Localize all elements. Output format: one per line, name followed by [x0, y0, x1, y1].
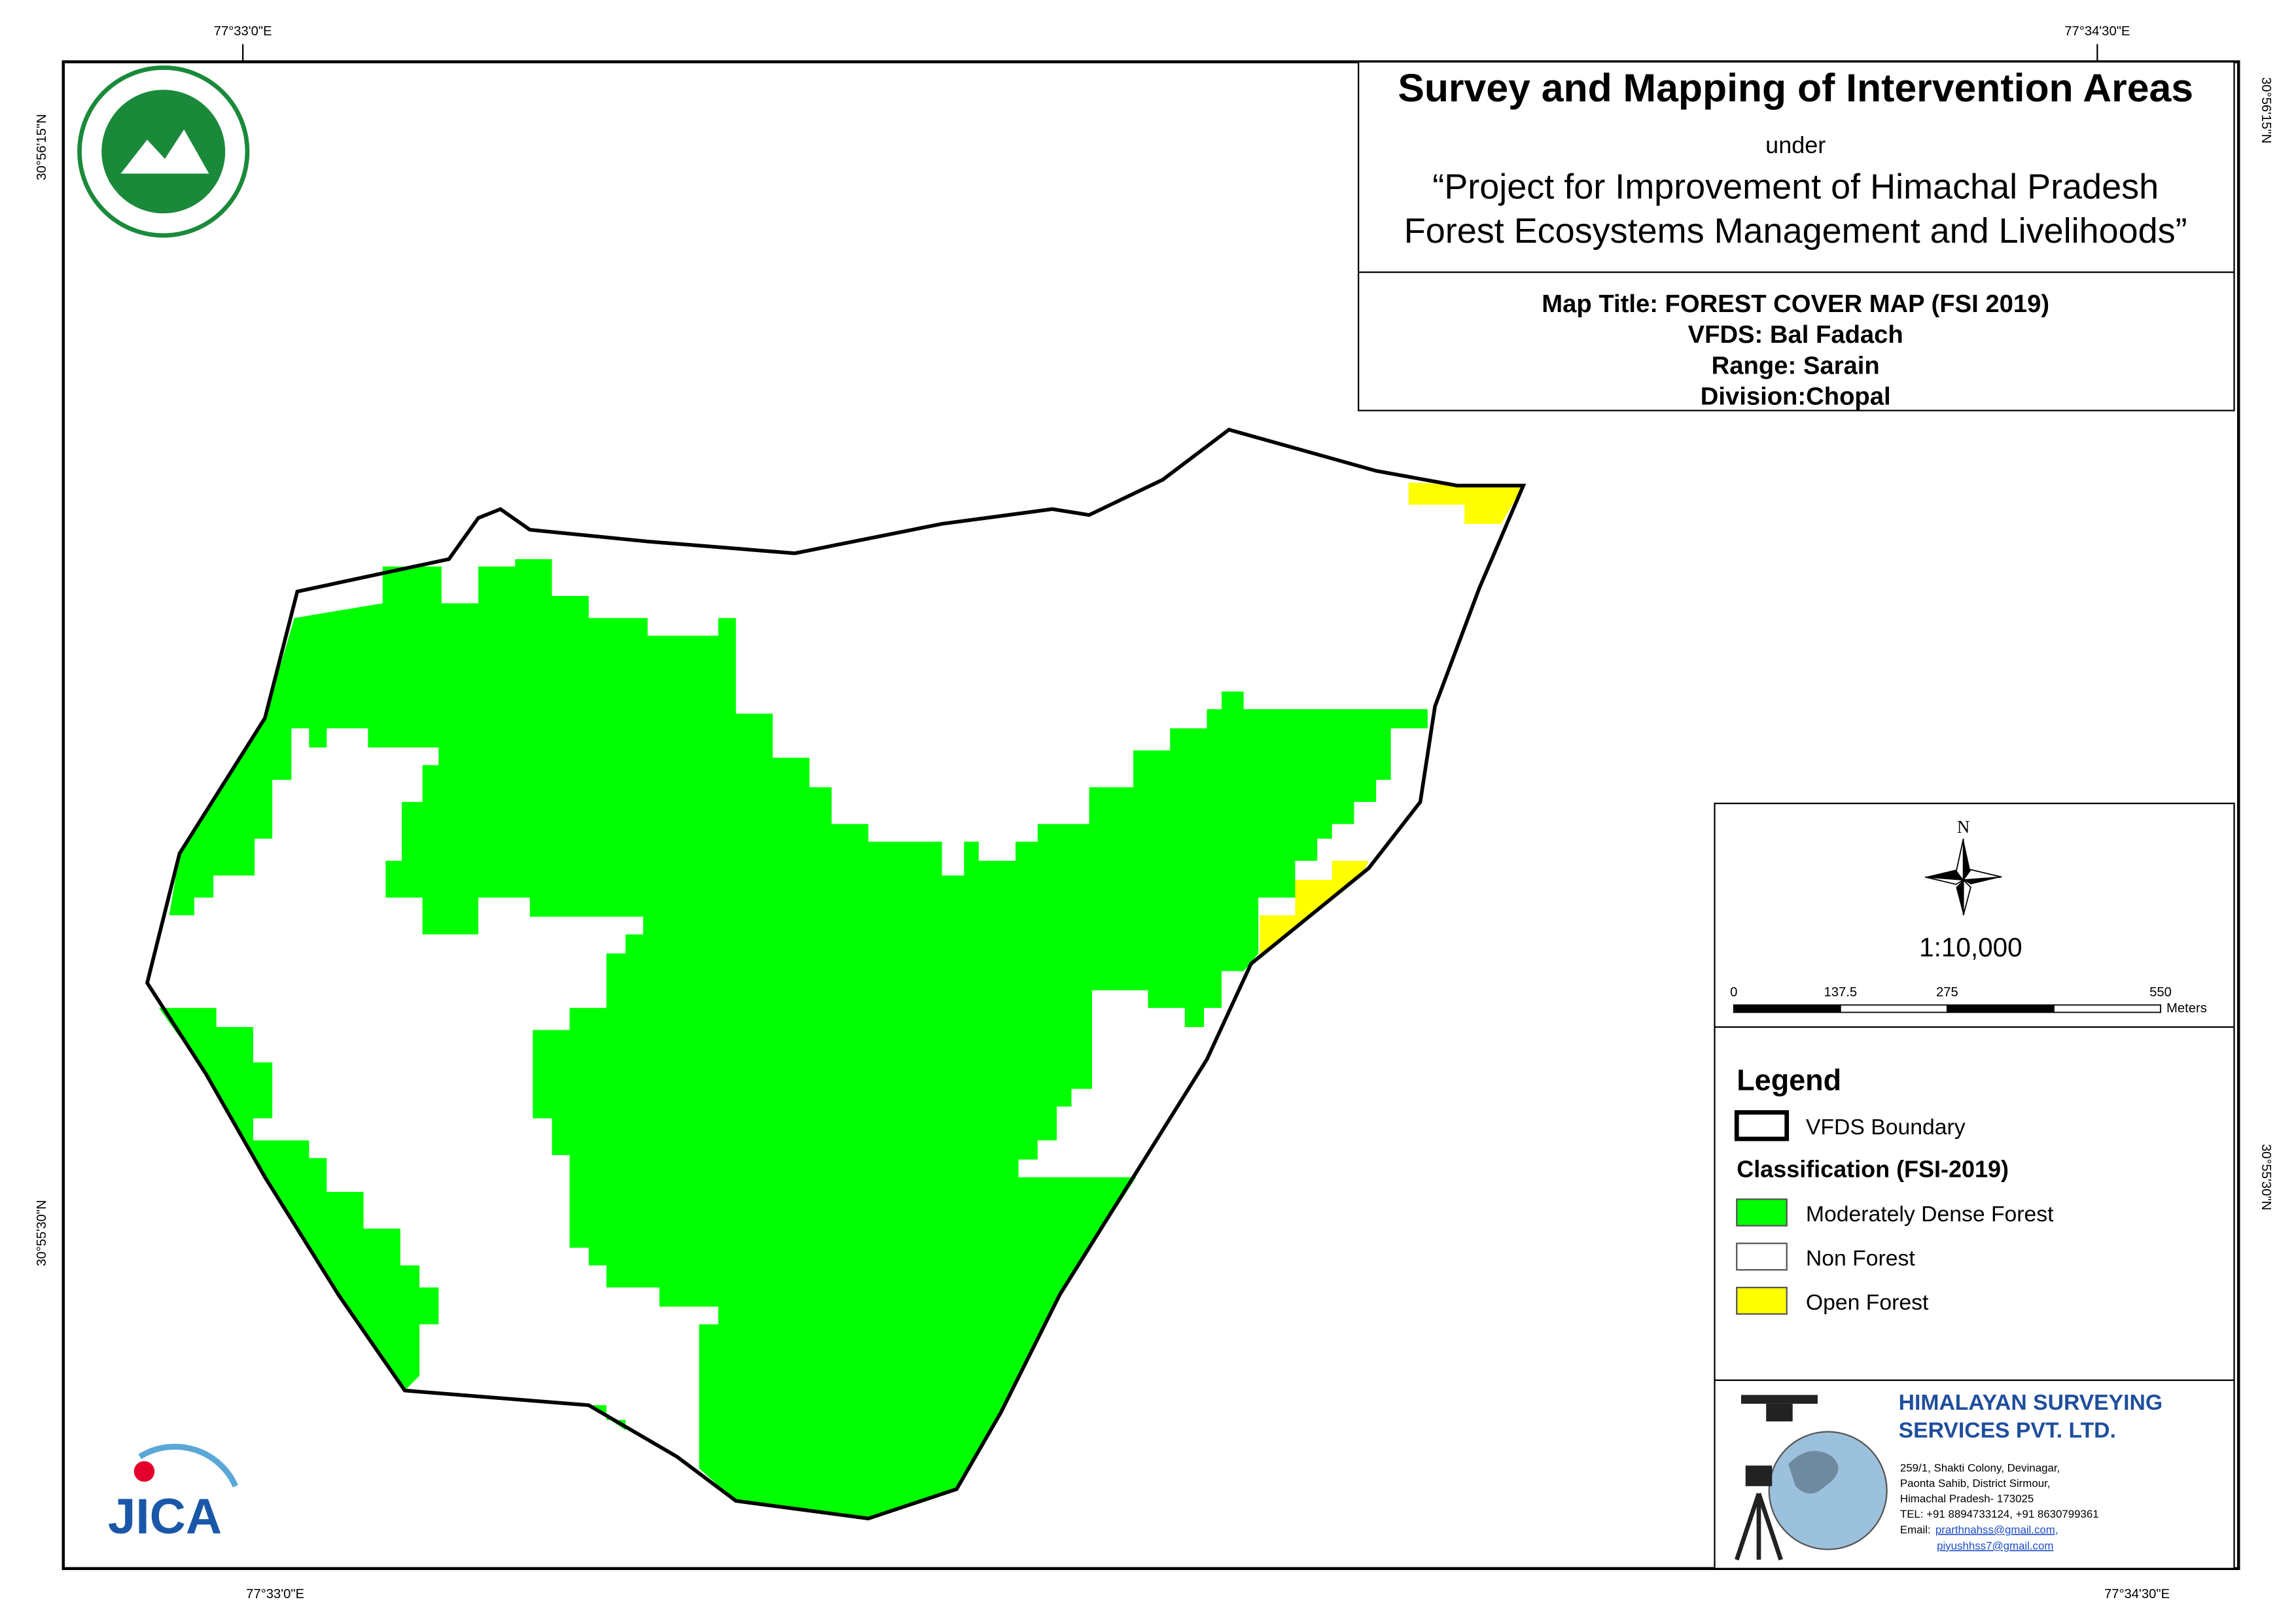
north-arrow: [1924, 838, 2002, 916]
address-line: Himachal Pradesh- 173025: [1900, 1493, 2034, 1505]
legend-panel: [1714, 803, 2235, 1569]
header-box: [1358, 61, 2235, 273]
longitude-label: 77°34'30"E: [2064, 24, 2130, 39]
scale-tick-label: 137.5: [1824, 985, 1857, 1000]
division-name: Division:Chopal: [1701, 383, 1891, 411]
scale-tick-label: 550: [2149, 985, 2172, 1000]
scale-bar: 0 137.5 275 550 Meters: [1730, 985, 2207, 1016]
forest-department-logo: [77, 65, 250, 238]
legend-items: Moderately Dense Forest Non Forest Open Fo…: [1736, 1198, 2054, 1315]
vfds-boundary: [145, 427, 1527, 1521]
scale-unit: Meters: [2166, 1002, 2207, 1016]
legend-swatch: [1736, 1198, 1788, 1227]
company-name: HIMALAYAN SURVEYING: [1899, 1390, 2163, 1415]
vfds-name: VFDS: Bal Fadach: [1688, 321, 1903, 349]
legend-swatch: [1734, 1110, 1790, 1142]
email: piyushhss7@gmail.com: [1937, 1540, 2053, 1552]
latitude-label: 30°55'30"N: [2259, 1144, 2273, 1210]
address-line: 259/1, Shakti Colony, Devinagar,: [1900, 1461, 2060, 1474]
open-forest: [1408, 482, 1524, 524]
longitude-label: 77°33'0"E: [214, 24, 272, 39]
north-label: N: [1957, 817, 1970, 837]
range-name: Range: Sarain: [1712, 351, 1880, 379]
scale-ratio: 1:10,000: [1919, 932, 2022, 962]
jica-text: JICA: [108, 1489, 222, 1544]
moderately-dense-forest: [158, 1007, 439, 1391]
legend-swatch: [1736, 1242, 1788, 1271]
address-line: TEL: +91 8894733124, +91 8630799361: [1900, 1508, 2099, 1520]
company-logo: [1735, 1395, 1888, 1561]
legend-title: Legend: [1737, 1064, 1841, 1097]
email: prarthnahss@gmail.com,: [1935, 1524, 2058, 1536]
scale-segment: [1839, 1004, 1948, 1013]
company-address: 259/1, Shakti Colony, Devinagar, Paonta S…: [1900, 1461, 2099, 1552]
scale-tick-label: 275: [1936, 985, 1958, 1000]
scale-tick-label: 0: [1730, 985, 1737, 1000]
longitude-label: 77°34'30"E: [2104, 1587, 2170, 1601]
jica-logo: JICA: [108, 1443, 239, 1544]
project-line: Forest Ecosystems Management and Livelih…: [1404, 211, 2187, 251]
scale-segment: [1946, 1004, 2055, 1013]
project-line: “Project for Improvement of Himachal Pra…: [1432, 167, 2159, 207]
latitude-label: 30°56'15"N: [2259, 77, 2273, 143]
latitude-label: 30°55'30"N: [35, 1200, 49, 1266]
email-label: Email:: [1900, 1524, 1931, 1536]
moderately-dense-forest: [169, 559, 1428, 1519]
header-under: under: [1765, 131, 1826, 158]
legend-label: Non Forest: [1806, 1246, 1915, 1270]
address-line: Paonta Sahib, District Sirmour,: [1900, 1477, 2051, 1490]
info-box: [1358, 271, 2235, 411]
scale-segment: [2053, 1004, 2161, 1013]
scale-segment: [1733, 1004, 1841, 1013]
latitude-label: 30°56'15"N: [35, 114, 49, 180]
legend-label: Moderately Dense Forest: [1806, 1202, 2054, 1227]
legend-swatch: [1736, 1287, 1788, 1315]
longitude-label: 77°33'0"E: [246, 1587, 304, 1601]
company-name: SERVICES PVT. LTD.: [1899, 1418, 2116, 1443]
legend-label: Open Forest: [1806, 1290, 1929, 1315]
header-title: Survey and Mapping of Intervention Areas: [1398, 65, 2193, 110]
legend-label: VFDS Boundary: [1806, 1115, 1966, 1140]
classification-title: Classification (FSI-2019): [1737, 1155, 2009, 1182]
map-title: Map Title: FOREST COVER MAP (FSI 2019): [1542, 290, 2049, 318]
